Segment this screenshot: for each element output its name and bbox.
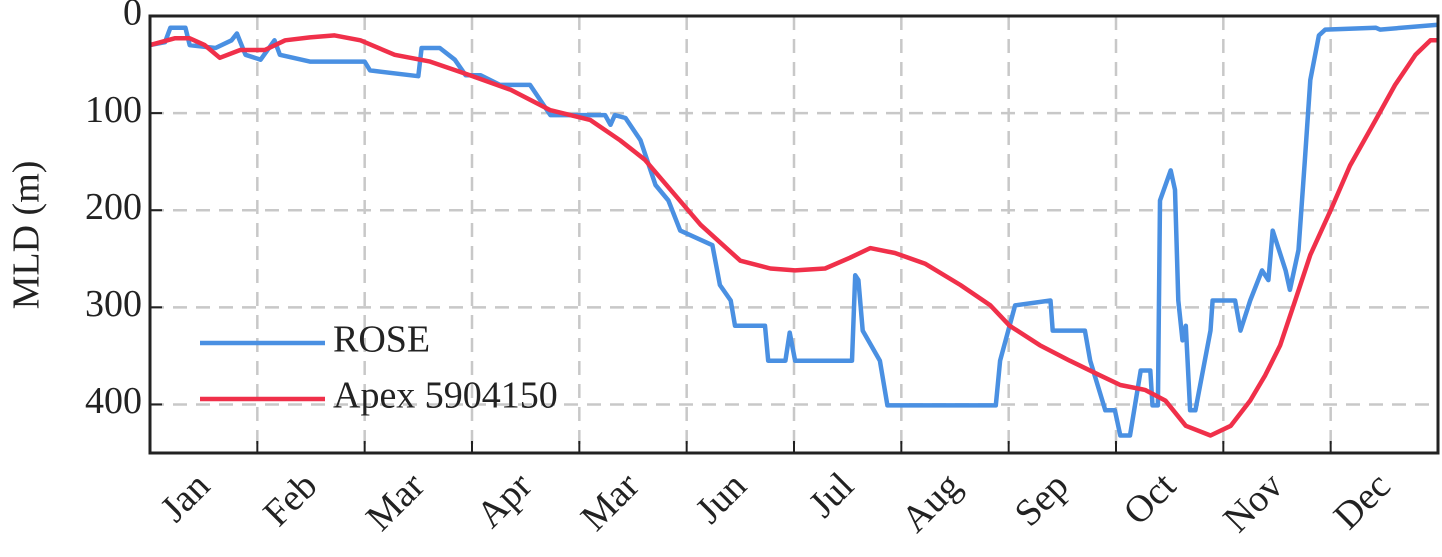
y-tick-label: 100 xyxy=(85,89,142,131)
x-tick-label: Jun xyxy=(688,465,755,532)
x-tick-label: Oct xyxy=(1116,464,1185,533)
x-tick-label: Jan xyxy=(153,465,219,531)
y-tick-label: 0 xyxy=(123,0,142,34)
legend-label: ROSE xyxy=(333,319,430,361)
x-tick-label: Feb xyxy=(255,465,325,535)
y-axis-label: MLD (m) xyxy=(6,161,48,310)
x-tick-label: Sep xyxy=(1007,465,1077,535)
legend-label: Apex 5904150 xyxy=(333,375,558,417)
x-tick-label: Aug xyxy=(893,465,969,541)
x-tick-label: Jul xyxy=(801,465,862,526)
y-tick-label: 400 xyxy=(85,380,142,422)
y-tick-label: 300 xyxy=(85,283,142,325)
x-tick-label: Mar xyxy=(573,464,648,539)
x-tick-label: Apr xyxy=(469,464,541,536)
x-tick-label: Mar xyxy=(358,464,433,539)
y-tick-label: 200 xyxy=(85,186,142,228)
data-line xyxy=(149,22,1439,438)
data-line xyxy=(149,33,1438,438)
x-tick-label: Nov xyxy=(1215,465,1291,541)
x-tick-label: Dec xyxy=(1326,465,1399,538)
plot-frame xyxy=(148,14,1440,455)
